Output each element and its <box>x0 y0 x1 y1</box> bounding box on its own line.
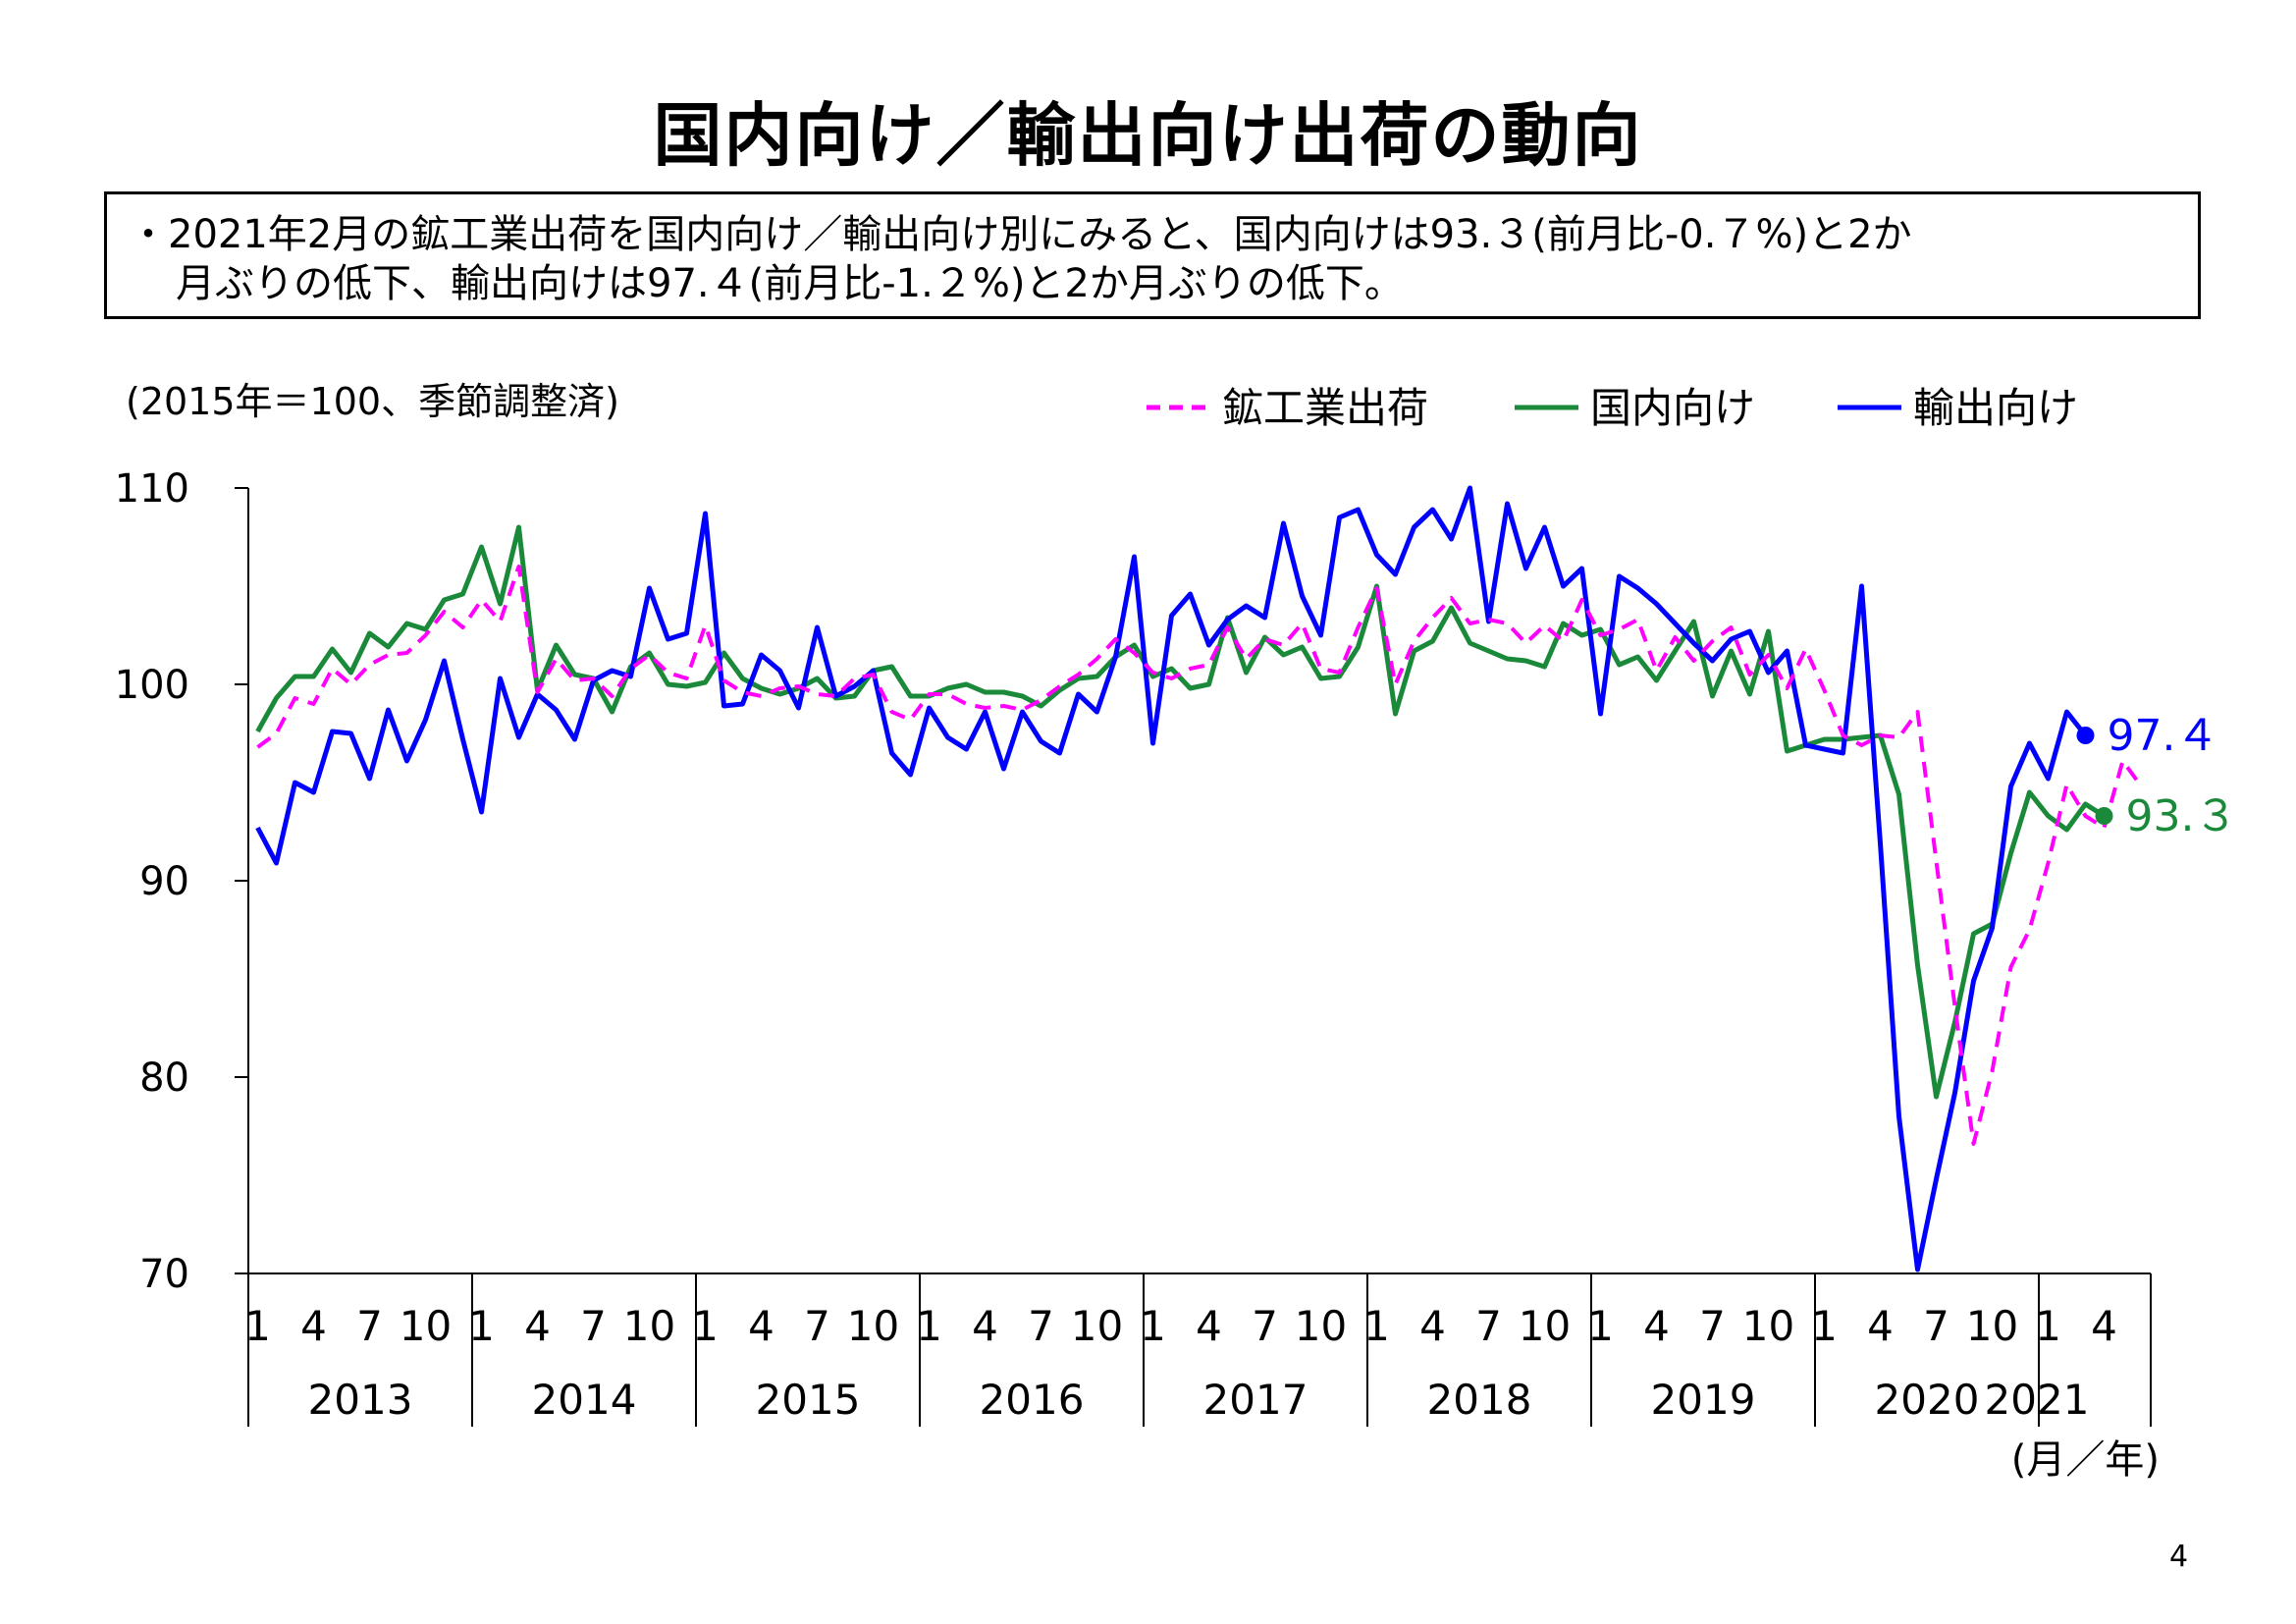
end-value-label-domestic: 93.３ <box>2126 791 2238 841</box>
month-tick-label: 7 <box>1923 1302 1949 1350</box>
month-tick-label: 7 <box>1028 1302 1054 1350</box>
year-label: 2015 <box>756 1376 861 1424</box>
month-tick-label: 1 <box>1811 1302 1838 1350</box>
month-tick-label: 7 <box>1699 1302 1726 1350</box>
month-tick-label: 10 <box>847 1302 899 1350</box>
series-line-total <box>256 565 2144 1146</box>
month-tick-label: 1 <box>1140 1302 1166 1350</box>
month-tick-label: 10 <box>1071 1302 1123 1350</box>
month-tick-label: 10 <box>623 1302 675 1350</box>
year-label: 2021 <box>1985 1376 2090 1424</box>
summary-box: ・2021年2月の鉱工業出荷を国内向け／輸出向け別にみると、国内向けは93.３(… <box>104 191 2201 319</box>
month-tick-label: 4 <box>300 1302 327 1350</box>
month-tick-label: 4 <box>2091 1302 2117 1350</box>
y-tick-label: 100 <box>115 663 189 708</box>
month-tick-label: 4 <box>972 1302 998 1350</box>
end-marker-domestic <box>2095 807 2113 825</box>
month-tick-label: 1 <box>1363 1302 1390 1350</box>
month-tick-label: 1 <box>2035 1302 2061 1350</box>
year-label: 2014 <box>532 1376 637 1424</box>
month-tick-label: 10 <box>400 1302 452 1350</box>
legend-label-domestic: 国内向け <box>1590 384 1755 432</box>
chart-unit-note: (2015年＝100、季節調整済) <box>126 380 619 423</box>
month-tick-label: 7 <box>1252 1302 1278 1350</box>
summary-line-2: 月ぶりの低下、輸出向けは97.４(前月比-1.２%)と2か月ぶりの低下。 <box>176 261 1404 306</box>
month-tick-label: 4 <box>748 1302 774 1350</box>
month-tick-label: 1 <box>468 1302 495 1350</box>
month-tick-label: 1 <box>1587 1302 1614 1350</box>
month-tick-label: 1 <box>692 1302 719 1350</box>
y-tick-label: 90 <box>139 859 189 904</box>
month-tick-label: 1 <box>244 1302 271 1350</box>
series-line-domestic <box>255 524 2106 1100</box>
month-tick-label: 4 <box>524 1302 551 1350</box>
month-tick-label: 10 <box>1742 1302 1794 1350</box>
month-tick-label: 10 <box>1519 1302 1571 1350</box>
month-tick-label: 10 <box>1295 1302 1347 1350</box>
month-tick-label: 7 <box>580 1302 607 1350</box>
end-value-label-export: 97.４ <box>2108 711 2219 761</box>
summary-line-1: ・2021年2月の鉱工業出荷を国内向け／輸出向け別にみると、国内向けは93.３(… <box>129 212 1912 257</box>
year-label: 2016 <box>980 1376 1085 1424</box>
x-axis-unit-label: (月／年) <box>2011 1437 2160 1483</box>
year-label: 2017 <box>1203 1376 1308 1424</box>
y-tick-label: 70 <box>139 1252 189 1297</box>
month-tick-label: 10 <box>1966 1302 2018 1350</box>
series-line-export <box>255 485 2088 1272</box>
page-title: 国内向け／輸出向け出荷の動向 <box>653 95 1643 176</box>
end-marker-export <box>2076 727 2095 744</box>
y-tick-label: 110 <box>115 466 189 512</box>
year-label: 2019 <box>1651 1376 1756 1424</box>
year-label: 2018 <box>1427 1376 1532 1424</box>
y-tick-label: 80 <box>139 1056 189 1101</box>
month-tick-label: 4 <box>1867 1302 1894 1350</box>
year-label: 2020 <box>1875 1376 1980 1424</box>
month-tick-label: 7 <box>804 1302 830 1350</box>
legend-label-total: 鉱工業出荷 <box>1222 384 1428 432</box>
month-tick-label: 4 <box>1643 1302 1670 1350</box>
page-number: 4 <box>2169 1540 2189 1574</box>
month-tick-label: 4 <box>1419 1302 1446 1350</box>
month-tick-label: 7 <box>356 1302 383 1350</box>
month-tick-label: 7 <box>1475 1302 1502 1350</box>
month-tick-label: 4 <box>1196 1302 1222 1350</box>
year-label: 2013 <box>308 1376 413 1424</box>
legend-label-export: 輸出向け <box>1913 384 2078 432</box>
month-tick-label: 1 <box>916 1302 942 1350</box>
